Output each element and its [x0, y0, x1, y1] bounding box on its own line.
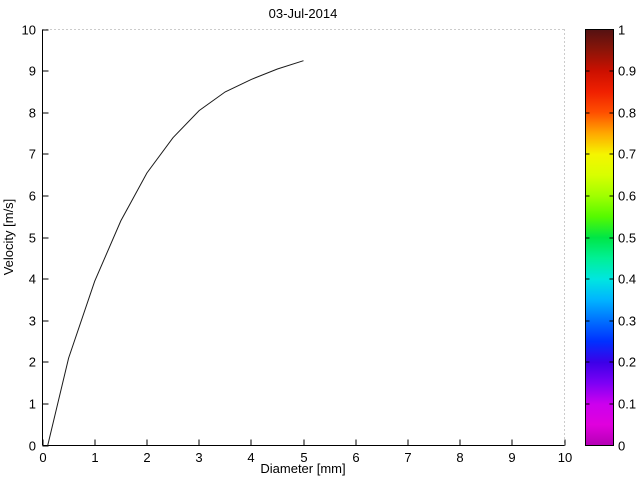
colorbar-ticks [585, 70, 614, 405]
x-tick-label: 3 [195, 450, 202, 465]
y-tick-label: 2 [29, 355, 36, 370]
x-tick-label: 5 [300, 450, 307, 465]
colorbar-tick-label: 0.2 [618, 355, 636, 370]
colorbar [585, 29, 614, 446]
x-tick-label: 9 [508, 450, 515, 465]
y-tick-label: 9 [29, 64, 36, 79]
y-tick-label: 8 [29, 106, 36, 121]
y-tick-label: 10 [22, 23, 36, 38]
y-tick-label: 6 [29, 189, 36, 204]
x-tick-label: 4 [247, 450, 254, 465]
y-tick-label: 7 [29, 147, 36, 162]
colorbar-tick-label: 0.4 [618, 272, 636, 287]
x-tick-label: 0 [39, 450, 46, 465]
colorbar-tick-label: 0 [618, 439, 625, 454]
x-tick-label: 8 [456, 450, 463, 465]
colorbar-tick-label: 0.6 [618, 189, 636, 204]
colorbar-tick-label: 1 [618, 23, 625, 38]
x-tick-label: 10 [558, 450, 572, 465]
plot-box [42, 29, 565, 446]
colorbar-tick-label: 0.7 [618, 147, 636, 162]
x-axis-ticks [42, 439, 566, 446]
colorbar-tick-label: 0.1 [618, 397, 636, 412]
y-axis-ticks [42, 29, 49, 447]
y-axis-label: Velocity [m/s] [1, 199, 16, 276]
x-tick-label: 7 [404, 450, 411, 465]
colorbar-tick-labels: 0 0.1 0.2 0.3 0.4 0.5 0.6 0.7 0.8 0.9 1 [618, 23, 636, 454]
y-tick-label: 0 [29, 439, 36, 454]
colorbar-tick-label: 0.9 [618, 64, 636, 79]
velocity-vs-diameter-curve [47, 60, 304, 446]
y-axis-tick-labels: 0 1 2 3 4 5 6 7 8 9 10 [22, 23, 36, 454]
x-axis-tick-labels: 0 1 2 3 4 5 6 7 8 9 10 [39, 450, 572, 465]
x-tick-label: 2 [143, 450, 150, 465]
x-axis-label: Diameter [mm] [260, 461, 345, 476]
y-tick-label: 4 [29, 272, 36, 287]
x-tick-label: 1 [91, 450, 98, 465]
y-tick-label: 3 [29, 314, 36, 329]
x-tick-label: 6 [352, 450, 359, 465]
y-tick-label: 5 [29, 231, 36, 246]
y-tick-label: 1 [29, 397, 36, 412]
colorbar-tick-label: 0.3 [618, 314, 636, 329]
colorbar-tick-label: 0.5 [618, 231, 636, 246]
chart-title: 03-Jul-2014 [269, 6, 338, 21]
colorbar-tick-label: 0.8 [618, 106, 636, 121]
